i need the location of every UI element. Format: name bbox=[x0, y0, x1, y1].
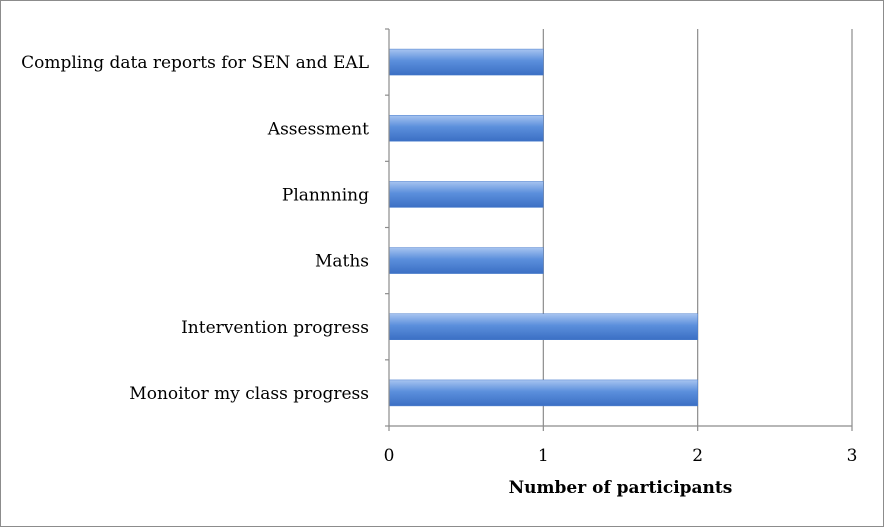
category-label: Intervention progress bbox=[181, 318, 369, 338]
bar bbox=[388, 247, 544, 274]
category-label: Maths bbox=[315, 252, 369, 272]
x-tick-label: 1 bbox=[538, 446, 549, 466]
bars bbox=[388, 48, 698, 407]
category-label: Compling data reports for SEN and EAL bbox=[21, 53, 369, 73]
bar bbox=[388, 313, 698, 340]
x-tick-labels: 0 1 2 3 bbox=[384, 446, 858, 466]
bar bbox=[388, 115, 544, 142]
bar bbox=[388, 48, 544, 76]
x-tick-label: 2 bbox=[692, 446, 703, 466]
grid-lines bbox=[542, 29, 853, 426]
bar bbox=[388, 379, 698, 407]
category-labels: Compling data reports for SEN and EAL Ass… bbox=[21, 53, 369, 404]
x-axis-title: Number of participants bbox=[509, 478, 733, 498]
x-tick-label: 0 bbox=[384, 446, 395, 466]
axes bbox=[385, 28, 853, 431]
category-label: Monoitor my class progress bbox=[129, 384, 369, 404]
x-tick-label: 3 bbox=[847, 446, 858, 466]
category-label: Assessment bbox=[267, 119, 369, 139]
category-label: Plannning bbox=[282, 185, 369, 205]
bar bbox=[388, 181, 544, 208]
